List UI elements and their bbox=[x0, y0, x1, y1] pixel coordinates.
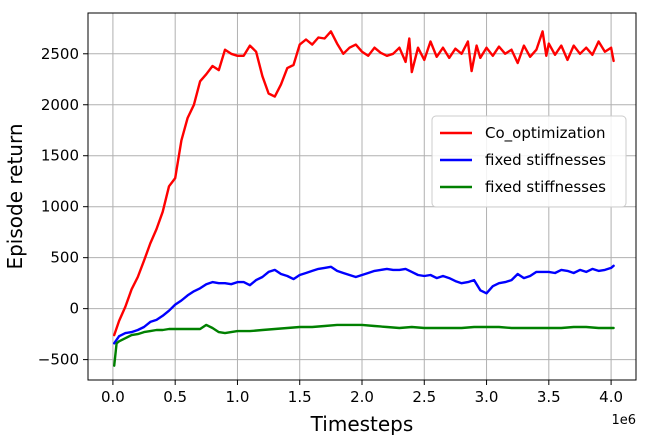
x-tick-label: 4.0 bbox=[599, 388, 623, 406]
legend-label-0: Co_optimization bbox=[485, 124, 605, 143]
legend-box bbox=[431, 115, 627, 208]
y-tick-label: 1500 bbox=[41, 147, 79, 165]
series-line-2 bbox=[113, 323, 615, 367]
x-axis-offset-label: 1e6 bbox=[611, 413, 636, 428]
x-tick-label: 2.0 bbox=[350, 388, 374, 406]
series-lines bbox=[113, 30, 615, 367]
x-tick-label: 0.0 bbox=[101, 388, 125, 406]
axis-ticks: 0.0 0.5 1.0 1.5 2.0 2.5 3.0 3.5 4.0 −500 0 500 1000 1… bbox=[38, 45, 623, 406]
x-tick-label: 3.5 bbox=[537, 388, 561, 406]
x-tick-label: 3.0 bbox=[475, 388, 499, 406]
y-tick-label: 0 bbox=[69, 300, 79, 318]
y-tick-label: −500 bbox=[38, 351, 79, 369]
x-tick-label: 1.5 bbox=[288, 388, 312, 406]
legend-label-2: fixed stiffnesses bbox=[485, 178, 606, 196]
y-tick-label: 1000 bbox=[41, 198, 79, 216]
x-tick-label: 2.5 bbox=[412, 388, 436, 406]
y-tick-label: 2000 bbox=[41, 96, 79, 114]
legend-label-1: fixed stiffnesses bbox=[485, 151, 606, 169]
x-tick-label: 1.0 bbox=[226, 388, 250, 406]
y-tick-label: 2500 bbox=[41, 45, 79, 63]
y-axis-title: Episode return bbox=[3, 123, 27, 269]
y-tick-label: 500 bbox=[50, 249, 79, 267]
series-line-0 bbox=[113, 30, 615, 337]
x-axis-title: Timesteps bbox=[310, 412, 414, 435]
series-line-1 bbox=[113, 264, 615, 345]
x-tick-label: 0.5 bbox=[163, 388, 187, 406]
